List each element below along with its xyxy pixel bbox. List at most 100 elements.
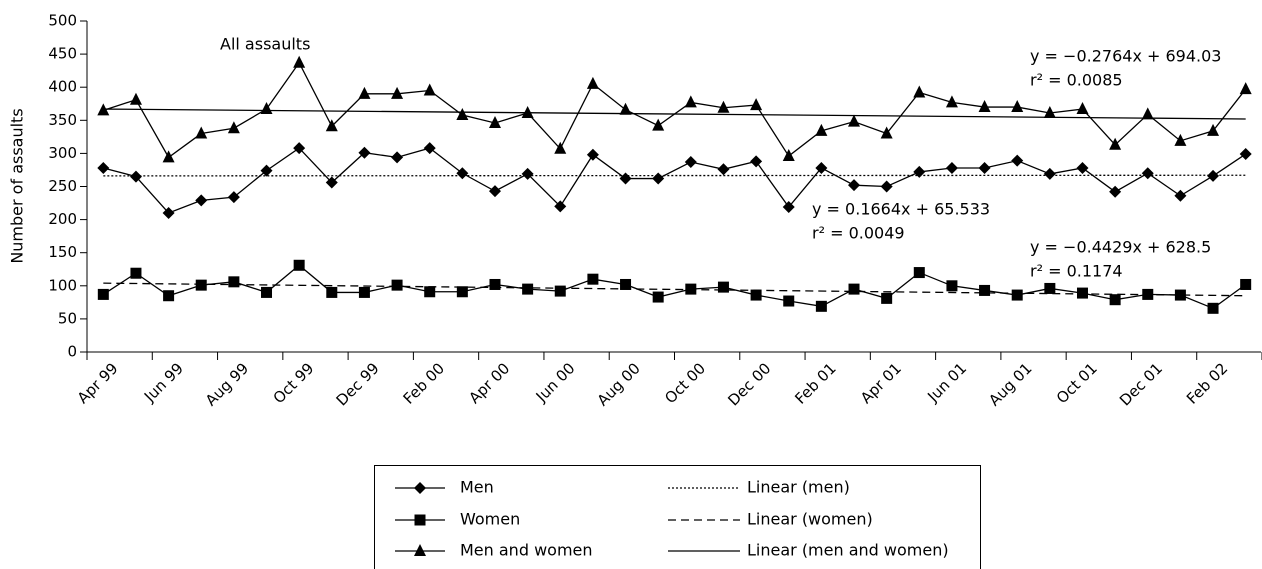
marker <box>717 281 729 293</box>
marker <box>414 514 426 526</box>
x-tick-label: Apr 01 <box>857 359 905 407</box>
marker <box>783 295 795 307</box>
marker <box>848 179 861 192</box>
x-tick-label: Dec 99 <box>333 359 383 409</box>
trend-r2: r² = 0.0049 <box>812 224 905 243</box>
marker <box>456 108 469 121</box>
marker <box>750 289 762 301</box>
marker <box>414 544 426 556</box>
annotation: All assaults <box>220 35 310 54</box>
y-tick-label: 0 <box>67 343 77 361</box>
x-tick-label: Aug 01 <box>985 359 1035 409</box>
marker <box>1141 107 1154 120</box>
marker <box>880 180 893 193</box>
marker <box>130 267 142 279</box>
marker <box>97 288 109 300</box>
trend-equation: y = 0.1664x + 65.533 <box>812 200 990 219</box>
marker <box>488 185 501 198</box>
marker <box>261 286 273 298</box>
trend-line <box>103 174 1246 177</box>
marker <box>1239 148 1252 161</box>
marker <box>1109 185 1122 198</box>
x-tick-label: Apr 00 <box>465 359 513 407</box>
marker <box>195 194 208 207</box>
marker <box>978 100 991 113</box>
marker <box>717 163 730 176</box>
x-tick-label: Jun 99 <box>140 359 187 406</box>
x-tick-label: Dec 00 <box>724 359 774 409</box>
marker <box>685 283 697 295</box>
x-tick-label: Jun 00 <box>532 359 579 406</box>
marker <box>391 151 404 164</box>
trend-equation: y = −0.4429x + 628.5 <box>1030 238 1211 257</box>
marker <box>456 286 468 298</box>
marker <box>554 285 566 297</box>
marker <box>1109 294 1121 306</box>
marker <box>1011 154 1024 167</box>
marker <box>619 102 632 115</box>
marker <box>880 126 893 139</box>
marker <box>815 123 828 136</box>
marker <box>325 119 338 132</box>
x-tick-label: Feb 01 <box>791 359 839 407</box>
marker <box>1207 169 1220 182</box>
marker <box>554 141 567 154</box>
marker <box>1076 287 1088 299</box>
marker <box>489 278 501 290</box>
marker <box>586 76 599 89</box>
marker <box>750 98 763 111</box>
marker <box>260 164 273 177</box>
marker <box>227 121 240 134</box>
marker <box>945 161 958 174</box>
marker <box>456 167 469 180</box>
marker <box>129 170 142 183</box>
marker <box>881 292 893 304</box>
marker <box>1174 133 1187 146</box>
x-tick-label: Oct 99 <box>270 359 318 407</box>
y-tick-label: 200 <box>48 210 77 228</box>
y-tick-label: 100 <box>48 276 77 294</box>
marker <box>684 156 697 169</box>
marker <box>227 191 240 204</box>
marker <box>293 142 306 155</box>
marker <box>162 150 175 163</box>
marker <box>1076 102 1089 115</box>
marker <box>620 278 632 290</box>
marker <box>1207 123 1220 136</box>
y-tick-label: 250 <box>48 177 77 195</box>
y-tick-label: 150 <box>48 243 77 261</box>
marker <box>1109 137 1122 150</box>
marker <box>358 146 371 159</box>
marker <box>848 283 860 295</box>
marker <box>293 259 305 271</box>
marker <box>522 283 534 295</box>
y-axis-title: Number of assaults <box>8 108 27 263</box>
y-tick-label: 50 <box>58 309 77 327</box>
x-tick-label: Oct 01 <box>1053 359 1101 407</box>
marker <box>815 300 827 312</box>
marker <box>293 55 306 68</box>
legend-label: Linear (men) <box>747 478 850 497</box>
marker <box>1141 167 1154 180</box>
marker <box>1011 100 1024 113</box>
marker <box>129 92 142 105</box>
x-tick-label: Oct 00 <box>661 359 709 407</box>
marker <box>414 482 426 494</box>
y-tick-label: 300 <box>48 144 77 162</box>
marker <box>619 172 632 185</box>
y-tick-label: 450 <box>48 45 77 63</box>
y-tick-label: 500 <box>48 12 77 30</box>
marker <box>195 126 208 139</box>
marker <box>423 142 436 155</box>
trend-r2: r² = 0.1174 <box>1030 262 1123 281</box>
marker <box>424 286 436 298</box>
series-line <box>103 147 1247 214</box>
marker <box>423 83 436 96</box>
marker <box>586 148 599 161</box>
x-tick-label: Apr 99 <box>74 359 122 407</box>
marker <box>815 161 828 174</box>
y-tick-label: 400 <box>48 78 77 96</box>
marker <box>1076 161 1089 174</box>
marker <box>978 161 991 174</box>
